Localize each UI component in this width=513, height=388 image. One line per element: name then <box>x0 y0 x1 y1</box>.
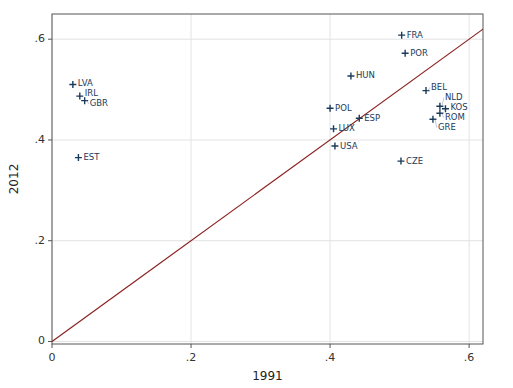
point-label: EST <box>83 152 100 162</box>
tick-mark <box>48 240 52 241</box>
point <box>442 105 449 112</box>
grid-line <box>52 341 483 342</box>
point <box>422 87 429 94</box>
point <box>398 32 405 39</box>
point <box>330 125 337 132</box>
point <box>69 81 76 88</box>
tick-mark <box>52 344 53 348</box>
grid-line <box>52 139 483 140</box>
tick-label: .2 <box>186 351 197 364</box>
point-label: NLD <box>445 92 463 102</box>
point-label: ESP <box>364 113 380 123</box>
grid-line <box>52 240 483 241</box>
point <box>402 50 409 57</box>
point <box>76 93 83 100</box>
grid-line <box>191 14 192 344</box>
point-label: LUX <box>339 123 356 133</box>
point-label: CZE <box>406 156 423 166</box>
chart: 0 .2 .4 .6 0 .2 .4 .6 1991 2012 LVAIRLGBR EST HUN POL… <box>0 0 513 388</box>
point <box>327 105 334 112</box>
tick-label: .6 <box>35 32 46 45</box>
leader-line <box>442 97 444 106</box>
point <box>397 158 404 165</box>
tick-label: 0 <box>38 334 45 347</box>
tick-mark <box>48 39 52 40</box>
tick-label: 0 <box>49 351 56 364</box>
point <box>331 143 338 150</box>
point-label: KOS <box>450 102 467 112</box>
tick-label: .4 <box>35 133 46 146</box>
tick-mark <box>330 344 331 348</box>
point <box>347 72 354 79</box>
data-layer <box>52 29 483 341</box>
point-label: POL <box>335 103 352 113</box>
axes: 0 .2 .4 .6 0 .2 .4 .6 <box>35 14 484 364</box>
grid-line <box>469 14 470 344</box>
leader-lines <box>87 87 444 127</box>
point <box>356 115 363 122</box>
plot-frame <box>52 14 483 344</box>
plot-area <box>52 14 483 344</box>
point-label: IRL <box>85 88 98 98</box>
point <box>75 154 82 161</box>
reference-line <box>52 29 483 341</box>
point-label: BEL <box>431 82 447 92</box>
tick-mark <box>48 139 52 140</box>
point-label: GRE <box>438 122 456 132</box>
y-axis-label: 2012 <box>7 164 21 195</box>
point-labels: LVAIRLGBR EST HUN POL LUX ESP USA FRA POR BELNLDK… <box>78 30 468 166</box>
point-label: HUN <box>356 70 375 80</box>
point-label: ROM <box>445 112 465 122</box>
tick-label: .6 <box>464 351 475 364</box>
point-label: FRA <box>407 30 423 40</box>
leader-line <box>435 119 437 128</box>
tick-mark <box>469 344 470 348</box>
tick-label: .2 <box>35 234 46 247</box>
point-label: USA <box>340 141 358 151</box>
point-label: POR <box>410 48 428 58</box>
tick-mark <box>48 341 52 342</box>
point <box>436 110 443 117</box>
leader-line <box>87 101 89 104</box>
grid-line <box>330 14 331 344</box>
tick-label: .4 <box>325 351 336 364</box>
x-axis-label: 1991 <box>252 369 283 383</box>
tick-mark <box>191 344 192 348</box>
leader-line <box>442 113 444 117</box>
point-label: LVA <box>78 78 93 88</box>
leader-line <box>428 87 430 90</box>
point-label: GBR <box>90 98 108 108</box>
